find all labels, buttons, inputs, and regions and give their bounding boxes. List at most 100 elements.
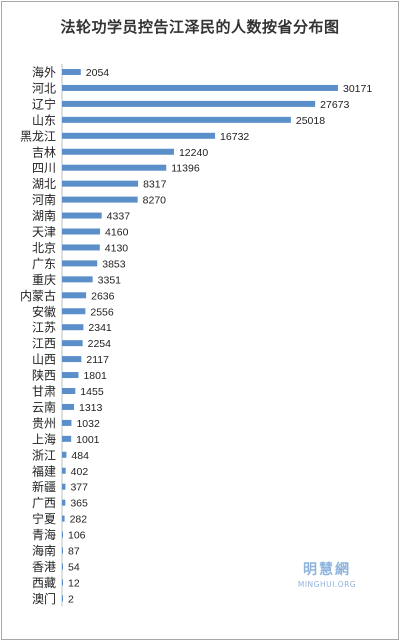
bar: [62, 180, 139, 187]
data-label: 8270: [143, 195, 167, 207]
category-label: 黑龙江: [20, 129, 56, 143]
category-label: 香港: [32, 560, 56, 574]
data-label: 484: [71, 450, 89, 462]
data-label: 1313: [79, 402, 103, 414]
data-label: 2254: [88, 338, 112, 350]
category-label: 广西: [32, 496, 56, 510]
data-label: 1455: [80, 386, 104, 398]
bar: [62, 292, 87, 299]
category-label: 陕西: [32, 368, 56, 383]
bar: [62, 132, 216, 139]
bar: [62, 356, 82, 363]
category-label: 新疆: [32, 479, 56, 494]
bar: [62, 244, 100, 251]
data-label: 1001: [76, 434, 100, 446]
data-label: 2341: [88, 322, 112, 334]
category-label: 湖北: [32, 176, 56, 191]
category-label: 福建: [32, 463, 56, 478]
data-label: 12240: [179, 147, 208, 159]
bar: [62, 403, 75, 410]
bar: [62, 228, 101, 235]
bar: [62, 324, 84, 331]
category-label: 江西: [32, 337, 56, 351]
category-label: 贵州: [32, 416, 56, 430]
data-label: 377: [70, 482, 88, 494]
category-label: 天津: [32, 225, 56, 239]
category-label: 西藏: [32, 576, 56, 590]
category-label: 江苏: [32, 321, 56, 335]
category-label: 四川: [32, 161, 56, 175]
data-label: 8317: [143, 179, 167, 191]
data-label: 365: [70, 498, 88, 510]
category-label: 海外: [32, 65, 56, 80]
bar: [62, 499, 66, 506]
category-label: 广东: [32, 257, 56, 271]
bar: [62, 372, 79, 379]
bar: [62, 467, 66, 474]
data-label: 3853: [102, 258, 126, 270]
category-label: 山西: [32, 353, 56, 367]
bar: [62, 435, 72, 442]
category-label: 河北: [32, 81, 56, 95]
data-label: 87: [68, 546, 80, 558]
bar: [62, 340, 83, 347]
chart-title: 法轮功学员控告江泽民的人数按省分布图: [60, 18, 340, 36]
data-label: 402: [71, 466, 89, 478]
data-label: 3351: [98, 274, 122, 286]
category-label: 山东: [32, 113, 56, 127]
bar: [62, 483, 66, 490]
data-label: 16732: [220, 131, 249, 143]
bar: [62, 419, 72, 426]
data-label: 2054: [86, 67, 110, 79]
bar: [62, 100, 316, 107]
data-label: 4130: [105, 242, 129, 254]
bar: [62, 164, 167, 171]
category-label: 河南: [32, 192, 56, 207]
bar: [62, 196, 138, 203]
minghui-watermark: 明慧網 MINGHUI.ORG: [292, 559, 362, 589]
data-label: 106: [68, 530, 86, 542]
bar: [62, 116, 291, 123]
category-label: 云南: [32, 399, 56, 414]
bar: [62, 579, 63, 586]
data-label: 4160: [105, 227, 129, 239]
data-label: 1801: [83, 370, 107, 382]
category-label: 湖南: [32, 208, 56, 223]
category-label: 上海: [32, 431, 56, 446]
bar: [62, 69, 81, 75]
category-label: 辽宁: [32, 96, 56, 111]
bar: [62, 563, 63, 570]
data-label: 2556: [90, 306, 114, 318]
data-label: 54: [68, 561, 80, 573]
data-label: 30171: [343, 83, 372, 95]
watermark-english: MINGHUI.ORG: [297, 580, 357, 589]
category-label: 海南: [32, 543, 56, 558]
data-label: 1032: [76, 418, 100, 430]
category-label: 澳门: [32, 591, 56, 606]
data-label: 2117: [86, 354, 109, 366]
watermark-chinese: 明慧網: [303, 562, 351, 578]
bar: [62, 148, 174, 155]
category-label: 北京: [32, 241, 56, 255]
data-label: 25018: [296, 115, 325, 127]
bar: [62, 515, 65, 522]
bar: [62, 451, 67, 458]
bar: [62, 212, 102, 219]
bar: [62, 388, 76, 394]
category-label: 甘肃: [32, 385, 56, 399]
bar: [62, 531, 63, 538]
data-label: 282: [70, 514, 88, 526]
category-label: 内蒙古: [20, 288, 56, 303]
category-label: 吉林: [32, 145, 56, 159]
category-label: 安徽: [32, 304, 56, 319]
bar: [62, 595, 63, 602]
bar: [62, 84, 338, 91]
bar: [62, 276, 93, 283]
data-label: 4337: [107, 211, 131, 223]
bar: [62, 308, 86, 315]
data-label: 2: [68, 593, 74, 605]
category-label: 宁夏: [32, 511, 56, 526]
bar: [62, 547, 63, 554]
